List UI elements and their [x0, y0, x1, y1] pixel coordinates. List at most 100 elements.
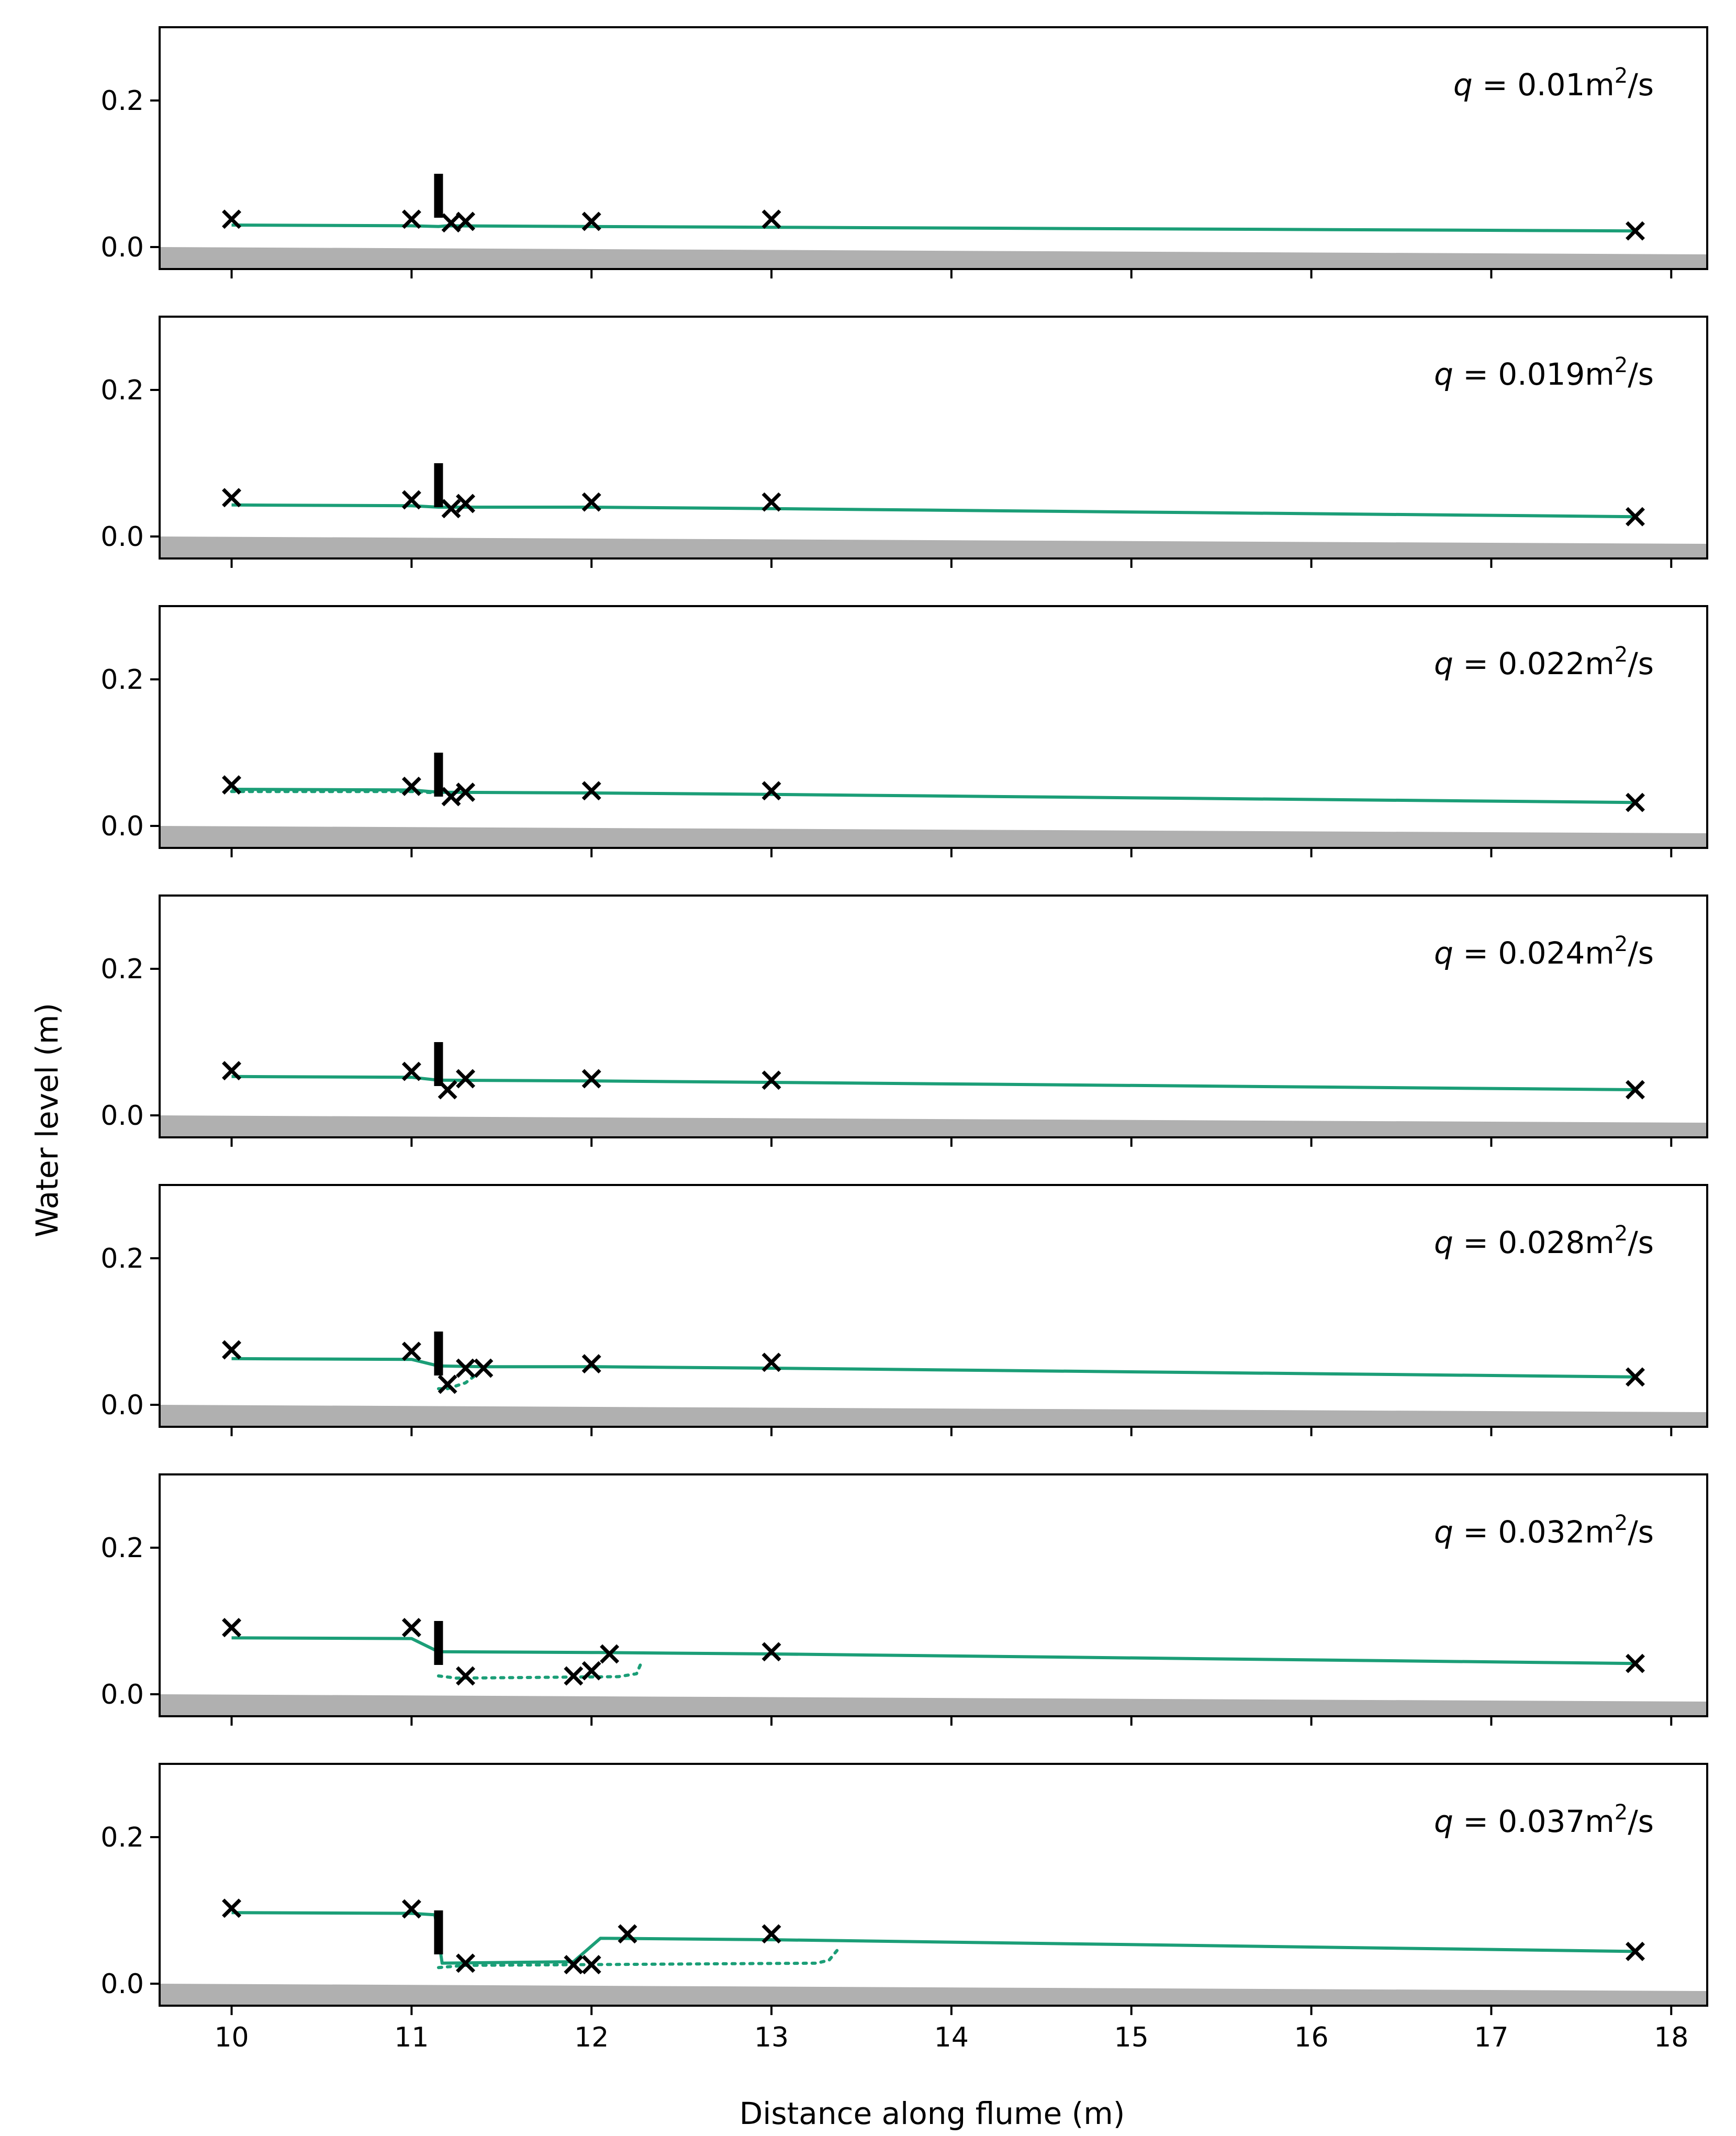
- measurement-marker: [1625, 1941, 1645, 1961]
- flow-rate-unit: /s: [1628, 646, 1654, 681]
- flow-rate-label: q = 0.032m2/s: [1434, 1511, 1654, 1550]
- y-tick-label: 0.0: [100, 1969, 144, 2000]
- flow-rate-label: q = 0.037m2/s: [1434, 1800, 1654, 1839]
- y-tick-label: 0.0: [100, 1100, 144, 1132]
- panel-1: 0.0 0.2 q = 0.01m2/s: [100, 26, 1708, 278]
- flume-bed: [160, 247, 1707, 269]
- panel-frame: [159, 1473, 1708, 1717]
- y-tick-label: 0.2: [100, 1533, 144, 1564]
- water-level-dotted-line: [436, 1660, 644, 1680]
- flow-rate-symbol: q: [1434, 935, 1453, 971]
- measurement-marker: [222, 488, 242, 508]
- flow-rate-symbol: q: [1453, 67, 1473, 103]
- x-tick-label: 17: [1474, 2022, 1508, 2053]
- y-tick-label: 0.2: [100, 85, 144, 117]
- measurement-marker: [441, 787, 461, 807]
- water-level-dotted-line: [230, 790, 440, 795]
- x-tick-label: 15: [1114, 2022, 1149, 2053]
- measurement-marker: [441, 499, 461, 519]
- measurement-marker: [761, 1070, 781, 1090]
- flow-rate-symbol: q: [1434, 356, 1453, 392]
- measurement-marker: [401, 1899, 421, 1919]
- measurement-marker: [456, 211, 475, 231]
- panel-frame: [159, 894, 1708, 1138]
- measurement-marker: [456, 1358, 475, 1378]
- measurement-marker: [222, 209, 242, 229]
- measurement-marker: [618, 1924, 637, 1944]
- plot-area: [160, 1618, 1707, 1716]
- y-tick-label: 0.0: [100, 1679, 144, 1710]
- flume-bed: [160, 1115, 1707, 1137]
- measurement-marker: [581, 492, 601, 512]
- panel-4: 0.0 0.2 q = 0.024m2/s: [100, 894, 1708, 1147]
- panel-frame: [159, 1184, 1708, 1428]
- measurement-marker: [401, 1341, 421, 1361]
- flow-rate-value: = 0.028m: [1453, 1225, 1615, 1260]
- panel-6: 0.0 0.2 q = 0.032m2/s: [100, 1473, 1708, 1726]
- measurement-marker: [1625, 1080, 1645, 1100]
- y-tick-label: 0.2: [100, 954, 144, 985]
- measurement-marker: [1625, 221, 1645, 241]
- measurement-marker: [456, 782, 475, 802]
- flow-rate-label: q = 0.01m2/s: [1453, 64, 1654, 103]
- plot-area: [160, 463, 1707, 558]
- water-level-line: [231, 1636, 1636, 1665]
- flow-rate-unit: /s: [1628, 1804, 1654, 1839]
- flow-rate-label: q = 0.024m2/s: [1434, 932, 1654, 971]
- measurement-marker: [761, 1642, 781, 1662]
- measurement-marker: [456, 1666, 475, 1686]
- flow-rate-unit: /s: [1628, 1514, 1654, 1550]
- flow-rate-unit: /s: [1628, 935, 1654, 971]
- y-tick-label: 0.0: [100, 521, 144, 553]
- measurement-marker: [222, 775, 242, 795]
- flow-rate-label: q = 0.028m2/s: [1434, 1222, 1654, 1260]
- flow-rate-unit: /s: [1628, 67, 1654, 103]
- flume-bed: [160, 826, 1707, 848]
- panel-frame: [159, 316, 1708, 560]
- flume-bed: [160, 536, 1707, 558]
- measurement-marker: [456, 494, 475, 513]
- x-tick-label: 16: [1294, 2022, 1328, 2053]
- flow-rate-value: = 0.022m: [1453, 646, 1615, 681]
- x-tick-label: 14: [934, 2022, 969, 2053]
- x-tick-label: 12: [574, 2022, 609, 2053]
- panel-frame: [159, 26, 1708, 270]
- water-level-line: [231, 503, 1636, 519]
- y-tick-label: 0.0: [100, 232, 144, 263]
- measurement-marker: [564, 1955, 584, 1975]
- flow-rate-symbol: q: [1434, 646, 1453, 681]
- flume-bed: [160, 1405, 1707, 1427]
- measurement-marker: [401, 1061, 421, 1081]
- plot-area: [160, 1332, 1707, 1427]
- water-level-line: [231, 1075, 1636, 1091]
- x-tick-label: 13: [754, 2022, 789, 2053]
- measurement-marker: [222, 1061, 242, 1081]
- y-tick-label: 0.2: [100, 1243, 144, 1274]
- panel-7: 0.0 0.2 10 11 12 13 14 15 16 17 18 q = 0.037m2/s: [100, 1763, 1708, 2053]
- y-tick-label: 0.2: [100, 1822, 144, 1853]
- water-level-line: [231, 1911, 1636, 1965]
- measurement-marker: [564, 1666, 584, 1686]
- flume-bed: [160, 1984, 1707, 2006]
- plot-area: [160, 1042, 1707, 1137]
- measurement-marker: [761, 209, 781, 229]
- measurement-marker: [600, 1644, 620, 1664]
- measurement-marker: [438, 1080, 457, 1100]
- measurement-marker: [1625, 1367, 1645, 1387]
- flow-rate-exponent: 2: [1615, 353, 1628, 377]
- y-axis-label: Water level (m): [29, 1003, 65, 1237]
- y-tick-label: 0.0: [100, 811, 144, 842]
- measurement-marker: [401, 1618, 421, 1638]
- panels-group: 0.00.2 q = 0.01m2/s0.00.2 q = 0.019m2/s0.0…: [100, 26, 1708, 2053]
- measurement-marker: [581, 1955, 601, 1975]
- measurement-marker: [438, 1374, 457, 1394]
- y-tick-label: 0.0: [100, 1390, 144, 1421]
- measurement-marker: [222, 1618, 242, 1638]
- panel-2: 0.0 0.2 q = 0.019m2/s: [100, 316, 1708, 568]
- x-tick-label: 11: [394, 2022, 429, 2053]
- measurement-marker: [1625, 792, 1645, 812]
- flow-rate-symbol: q: [1434, 1514, 1453, 1550]
- x-tick-label: 18: [1654, 2022, 1688, 2053]
- measurement-marker: [401, 776, 421, 796]
